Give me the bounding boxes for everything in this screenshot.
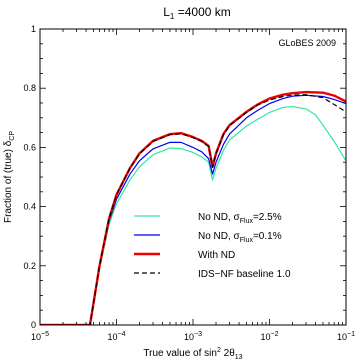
legend-label: No ND, σFlux=2.5% [198, 212, 282, 225]
y-tick-label: 0.4 [23, 202, 36, 212]
x-tick-label: 10−1 [337, 331, 355, 342]
x-tick-label: 10−2 [261, 331, 279, 342]
y-tick-label: 0 [31, 320, 36, 330]
x-axis-label: True value of sin2 2θ13 [143, 347, 242, 361]
y-axis-label: Fraction of (true) δCP [3, 131, 16, 223]
legend-label: With ND [198, 250, 235, 261]
y-tick-label: 0.8 [23, 83, 36, 93]
x-tick-labels: 10−5 10−4 10−3 10−2 10−1 [31, 331, 355, 342]
series-line-4 [40, 94, 346, 325]
x-tick-label: 10−4 [108, 331, 126, 342]
axis-ticks [39, 28, 347, 326]
x-tick-label: 10−5 [31, 331, 49, 342]
y-tick-label: 1 [31, 24, 36, 34]
legend-label: No ND, σFlux=0.1% [198, 231, 282, 244]
series-line-2 [40, 94, 346, 325]
y-tick-label: 0.6 [23, 142, 36, 152]
y-tick-label: 0.2 [23, 261, 36, 271]
plot-series-layer [40, 90, 346, 325]
legend: No ND, σFlux=2.5% No ND, σFlux=0.1% With N… [134, 212, 291, 280]
globes-annotation: GLoBES 2009 [278, 38, 336, 48]
series-line-1 [40, 105, 346, 325]
y-tick-labels: 0 0.2 0.4 0.6 0.8 1 [23, 24, 36, 330]
legend-label: IDS−NF baseline 1.0 [198, 269, 291, 280]
series-line-3 [40, 90, 346, 325]
x-tick-label: 10−3 [184, 331, 202, 342]
plot-frame [39, 28, 347, 326]
chart-title: L1 =4000 km [163, 5, 231, 21]
